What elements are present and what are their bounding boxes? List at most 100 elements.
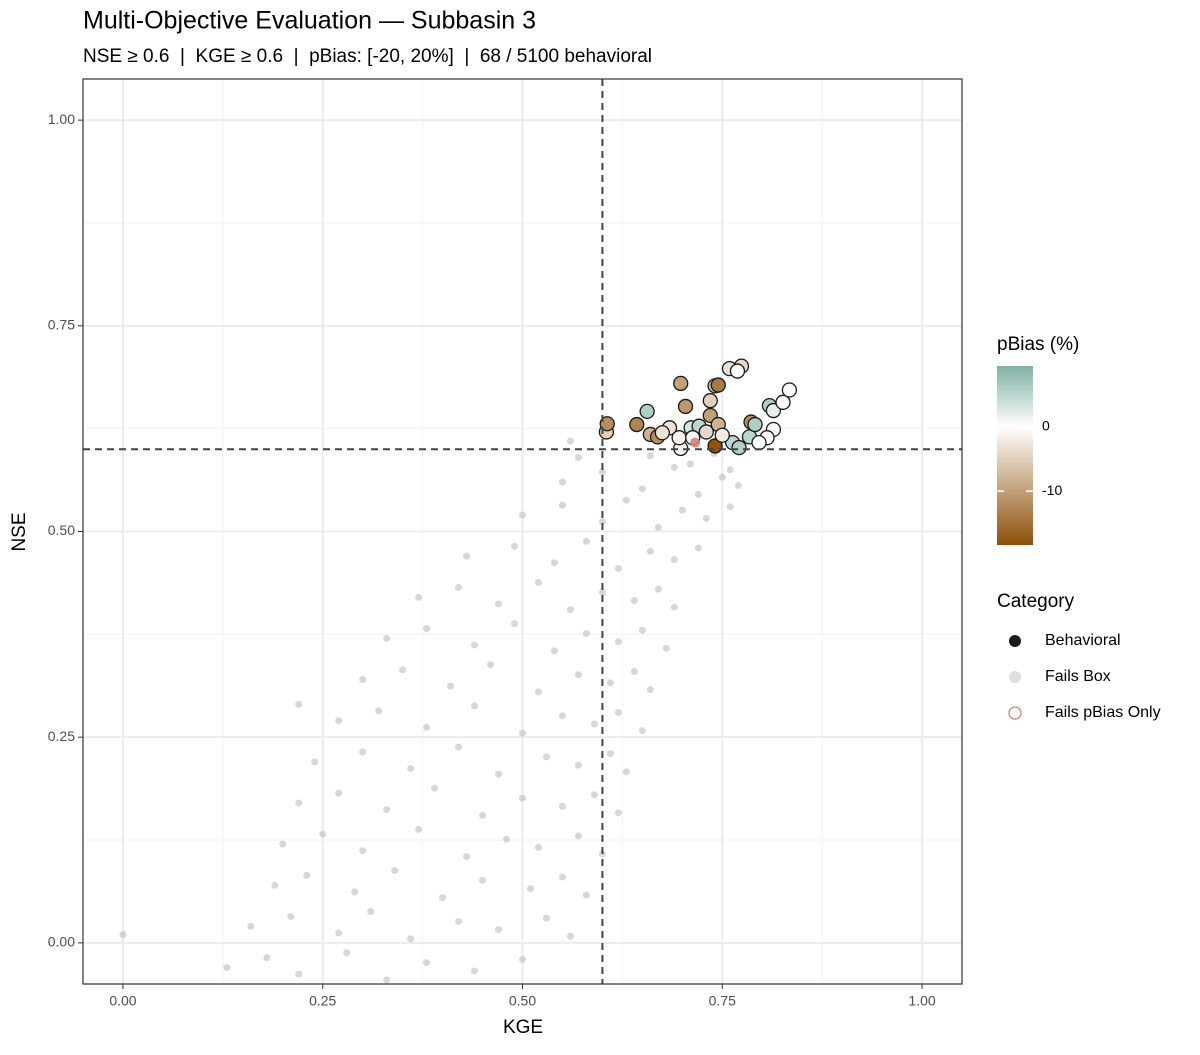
fails-box-point	[590, 791, 598, 799]
y-tick-label: 0.75	[48, 317, 75, 333]
behavioral-point	[671, 430, 687, 446]
x-tick-label: 0.50	[509, 993, 536, 1009]
fails-box-point	[662, 644, 670, 652]
x-axis-label: KGE	[503, 1017, 543, 1038]
behavioral-point	[677, 398, 694, 415]
fails-box-point	[423, 959, 431, 967]
fails-box-point	[447, 682, 455, 690]
fails-box-point	[614, 565, 622, 573]
y-tick-label: 0.50	[48, 522, 75, 538]
legend-key	[1009, 671, 1021, 683]
fails-box-point	[335, 789, 343, 797]
legend-label: Behavioral	[1045, 632, 1121, 649]
fails-box-point	[383, 634, 391, 642]
fails-box-point	[271, 881, 279, 889]
fails-box-point	[726, 466, 734, 474]
fails-box-point	[726, 503, 734, 511]
fails-box-point	[351, 888, 359, 896]
fails-box-point	[303, 871, 311, 879]
fails-box-point	[463, 552, 471, 560]
fails-box-point	[263, 954, 271, 962]
y-axis-label: NSE	[9, 512, 30, 551]
fails-box-point	[119, 931, 127, 939]
fails-box-point	[670, 603, 678, 611]
fails-box-point	[622, 496, 630, 504]
fails-box-point	[622, 768, 630, 776]
fails-box-point	[670, 463, 678, 471]
fails-box-point	[646, 685, 654, 693]
fails-box-point	[630, 667, 638, 675]
fails-box-point	[359, 748, 367, 756]
fails-box-point	[295, 799, 303, 807]
fails-box-point	[598, 588, 606, 596]
fails-box-point	[718, 473, 726, 481]
fails-box-point	[558, 501, 566, 509]
behavioral-point	[751, 434, 767, 451]
fails-box-point	[566, 932, 574, 940]
fails-box-point	[654, 585, 662, 593]
fails-box-point	[590, 720, 598, 728]
fails-pbias-point	[690, 437, 701, 448]
fails-box-point	[495, 600, 503, 608]
fails-box-point	[407, 764, 415, 772]
behavioral-point	[702, 393, 718, 409]
behavioral-point	[729, 363, 746, 379]
fails-box-point	[606, 750, 614, 758]
fails-box-point	[383, 806, 391, 814]
fails-box-point	[534, 688, 542, 696]
fails-box-point	[606, 679, 614, 687]
fails-box-point	[582, 891, 590, 899]
fails-box-point	[614, 709, 622, 716]
fails-box-point	[670, 555, 678, 563]
behavioral-point	[781, 382, 798, 398]
colorbar	[997, 366, 1033, 545]
behavioral-point	[710, 377, 726, 393]
fails-box-point	[519, 955, 526, 963]
fails-box-point	[558, 712, 566, 720]
fails-box-point	[694, 490, 702, 498]
fails-box-point	[423, 723, 431, 731]
x-tick-label: 0.00	[109, 993, 136, 1009]
fails-box-point	[335, 717, 343, 725]
fails-box-point	[247, 922, 255, 930]
behavioral-point	[698, 424, 714, 440]
fails-box-point	[471, 967, 479, 975]
fails-box-point	[415, 593, 423, 601]
fails-box-point	[375, 707, 383, 715]
colorbar-tick-label: 0	[1042, 418, 1050, 434]
fails-box-point	[455, 743, 463, 751]
fails-box-point	[511, 620, 519, 628]
fails-box-point	[471, 641, 479, 649]
colorbar-tick-label: -10	[1042, 482, 1062, 498]
fails-box-point	[279, 840, 287, 848]
fails-box-point	[511, 542, 519, 550]
fails-box-point	[542, 753, 550, 761]
chart-title: Multi-Objective Evaluation — Subbasin 3	[83, 7, 536, 35]
fails-box-point	[463, 852, 471, 860]
fails-box-point	[503, 835, 511, 843]
fails-box-point	[678, 506, 686, 514]
fails-box-point	[343, 949, 351, 957]
fails-box-point	[495, 926, 503, 934]
fails-box-point	[359, 847, 367, 855]
fails-box-point	[415, 825, 423, 833]
fails-box-point	[495, 770, 503, 778]
fails-box-point	[598, 468, 606, 476]
fails-box-point	[526, 885, 534, 893]
fails-box-point	[542, 914, 550, 922]
behavioral-point	[654, 425, 670, 441]
x-tick-label: 1.00	[908, 993, 935, 1009]
fails-box-point	[566, 606, 574, 614]
fails-box-point	[423, 625, 431, 633]
y-tick-label: 0.00	[48, 934, 75, 950]
fails-box-point	[223, 964, 231, 972]
fails-box-point	[487, 661, 495, 669]
fails-box-point	[598, 518, 606, 526]
fails-box-point	[630, 597, 638, 605]
behavioral-point	[775, 394, 791, 410]
fails-box-point	[295, 970, 303, 978]
legend-key	[1009, 635, 1021, 647]
fails-box-point	[391, 866, 399, 874]
x-tick-label: 0.25	[309, 993, 336, 1009]
